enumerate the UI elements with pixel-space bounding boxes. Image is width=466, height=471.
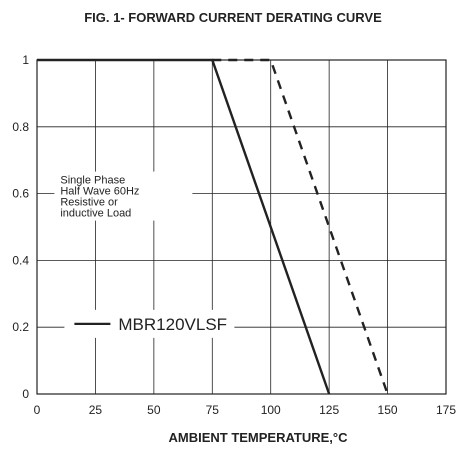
annotation-line-1: Half Wave 60Hz: [60, 186, 139, 198]
annotation-line-0: Single Phase: [60, 175, 125, 187]
annotation-line-3: inductive Load: [60, 208, 131, 220]
chart-title: FIG. 1- FORWARD CURRENT DERATING CURVE: [84, 10, 382, 25]
legend: MBR120VLSF: [74, 315, 227, 334]
x-tick-label: 150: [378, 403, 398, 417]
x-axis-label: AMBIENT TEMPERATURE,°C: [168, 430, 348, 445]
x-tick-label: 125: [319, 403, 339, 417]
y-tick-label: 1: [22, 53, 29, 67]
x-tick-label: 75: [206, 403, 220, 417]
series-line-dashed: [212, 58, 389, 395]
axis-ticks: 0 25 50 75 100 125 150 175 0 0.2 0.4 0.6 0.8 1: [12, 53, 456, 417]
series-line-solid: [37, 58, 331, 395]
x-tick-label: 50: [147, 403, 161, 417]
legend-label: MBR120VLSF: [118, 315, 227, 334]
grid: [37, 60, 446, 394]
x-tick-label: 100: [261, 403, 281, 417]
plot-frame: [36, 59, 447, 395]
y-tick-label: 0.8: [12, 120, 29, 134]
x-tick-label: 0: [34, 403, 41, 417]
series-group: [37, 58, 389, 395]
y-tick-label: 0.4: [12, 253, 29, 267]
y-tick-label: 0.6: [12, 187, 29, 201]
annotation-line-2: Resistive or: [60, 197, 118, 209]
x-tick-label: 25: [89, 403, 103, 417]
y-tick-label: 0.2: [12, 320, 29, 334]
x-tick-label: 175: [436, 403, 456, 417]
y-tick-label: 0: [22, 387, 29, 401]
